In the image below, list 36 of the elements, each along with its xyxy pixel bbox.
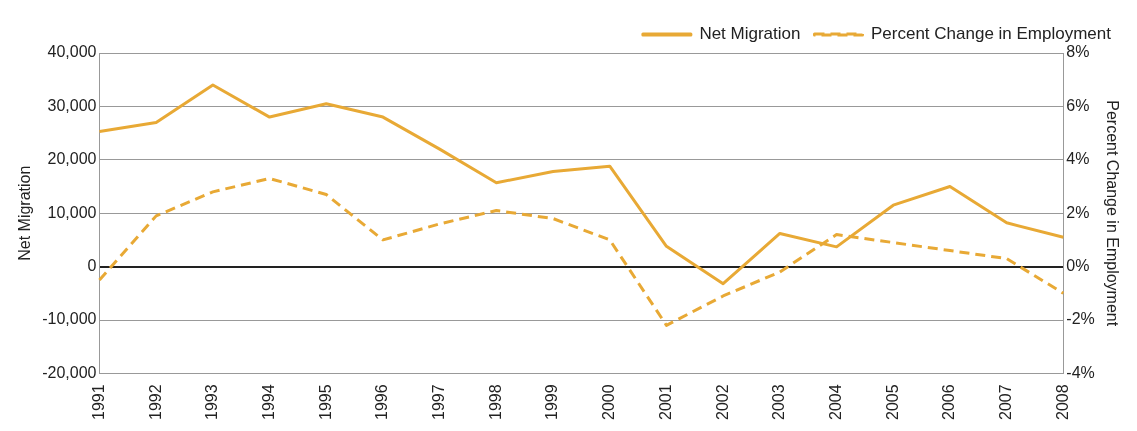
x-tick-label: 1995 <box>316 384 334 420</box>
legend-label: Net Migration <box>699 24 801 44</box>
y-tick-label: -20,000 <box>42 363 97 381</box>
x-tick-label: 1996 <box>373 384 391 420</box>
x-tick-label: 2006 <box>940 384 958 420</box>
x-tick-label: 2007 <box>997 384 1015 420</box>
x-tick-label: 2000 <box>600 384 618 420</box>
y-tick-label: 0 <box>87 257 97 275</box>
y-axis-title: Net Migration <box>16 165 34 261</box>
y2-axis-title: Percent Change in Employment <box>1103 100 1121 327</box>
x-tick-label: 1994 <box>259 384 277 420</box>
x-tick-label: 1993 <box>203 384 221 420</box>
y-tick-label: 10,000 <box>47 203 97 221</box>
x-tick-label: 1998 <box>486 384 504 420</box>
y2-tick-label: 6% <box>1066 96 1090 114</box>
x-tick-label: 1992 <box>146 384 164 420</box>
y-tick-label: 40,000 <box>47 43 97 61</box>
legend-label: Percent Change in Employment <box>870 24 1112 44</box>
y-tick-label: -10,000 <box>42 310 97 328</box>
x-tick-label: 2008 <box>1053 384 1071 420</box>
y2-tick-label: 8% <box>1066 43 1090 61</box>
y-tick-label: 30,000 <box>47 96 97 114</box>
y2-tick-label: 4% <box>1066 150 1090 168</box>
y2-tick-label: 0% <box>1066 257 1090 275</box>
y2-tick-label: 2% <box>1066 203 1090 221</box>
x-tick-label: 2003 <box>770 384 788 420</box>
x-tick-label: 2002 <box>713 384 731 420</box>
y2-tick-label: -4% <box>1066 363 1095 381</box>
x-tick-label: 1991 <box>89 384 107 420</box>
y-tick-label: 20,000 <box>47 150 97 168</box>
x-tick-label: 2005 <box>883 384 901 420</box>
y2-tick-label: -2% <box>1066 310 1095 328</box>
x-tick-label: 2001 <box>656 384 674 420</box>
x-tick-label: 1997 <box>430 384 448 420</box>
x-tick-label: 1999 <box>543 384 561 420</box>
x-tick-label: 2004 <box>826 384 844 420</box>
